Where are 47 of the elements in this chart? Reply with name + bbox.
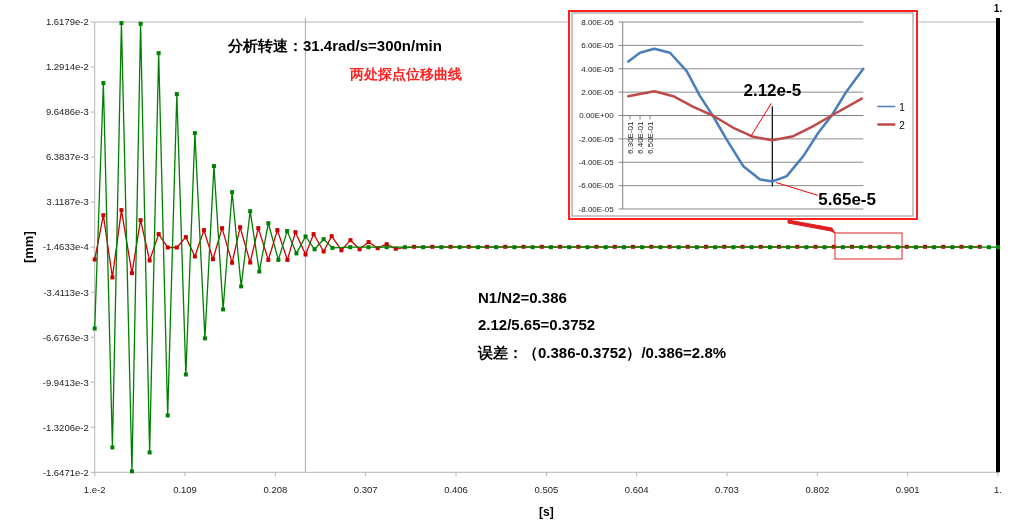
annotation: N1/N2=0.386 bbox=[478, 289, 567, 306]
annotation: 2.12e-5 bbox=[743, 81, 802, 101]
x-tick-label: 0.604 bbox=[624, 484, 649, 496]
y-tick-label: 0.00E+00 bbox=[579, 111, 615, 121]
x-tick-label: 0.307 bbox=[353, 484, 378, 496]
y-tick-label: -1.3206e-2 bbox=[42, 421, 89, 433]
x-tick-label: 0.802 bbox=[805, 484, 830, 496]
y-tick-label: 1.2914e-2 bbox=[45, 61, 89, 73]
x-tick-label: 0.901 bbox=[895, 484, 920, 496]
y-tick-label: -1.6471e-2 bbox=[42, 466, 89, 478]
y-tick-label: 9.6486e-3 bbox=[45, 106, 89, 118]
x-tick-label: 6.30E-01 bbox=[626, 120, 635, 154]
y-tick-label: -6.6763e-3 bbox=[42, 331, 89, 343]
x-tick-label: 0.109 bbox=[173, 484, 197, 496]
y-tick-label: -6.00E-05 bbox=[578, 181, 615, 191]
legend-label: 1 bbox=[899, 101, 906, 113]
y-tick-label: 4.00E-05 bbox=[581, 64, 615, 74]
y-tick-label: -9.9413e-3 bbox=[42, 376, 89, 388]
x-tick-label: 0.505 bbox=[534, 484, 559, 496]
y-tick-label: -4.00E-05 bbox=[578, 158, 615, 168]
x-axis-title: [s] bbox=[539, 505, 554, 519]
text: 分析转速：31.4rad/s=300n/min bbox=[227, 37, 442, 54]
y-tick-label: 6.3837e-3 bbox=[45, 151, 89, 163]
x-tick-label: 6.40E-01 bbox=[636, 120, 645, 154]
y-tick-label: -1.4633e-4 bbox=[42, 241, 89, 253]
line-series bbox=[627, 47, 865, 183]
x-tick-label: 0.208 bbox=[263, 484, 288, 496]
x-tick-label: 0.406 bbox=[444, 484, 468, 496]
x-tick-label: 6.50E-01 bbox=[646, 120, 655, 154]
y-tick-label: -8.00E-05 bbox=[578, 204, 615, 214]
x-tick-label: 1.e-2 bbox=[83, 484, 106, 496]
x-tick-label: 1. bbox=[994, 484, 1002, 496]
y-tick-label: 1.6179e-2 bbox=[45, 16, 89, 28]
legend-label: 2 bbox=[899, 119, 906, 131]
y-tick-label: 6.00E-05 bbox=[581, 41, 615, 51]
annotation: 5.65e-5 bbox=[818, 189, 876, 209]
y-tick-label: 2.00E-05 bbox=[581, 87, 615, 97]
ref-line-label: 1. bbox=[993, 3, 1003, 14]
x-tick-label: 0.703 bbox=[715, 484, 739, 496]
annotation: 2.12/5.65=0.3752 bbox=[478, 316, 596, 333]
y-tick-label: -2.00E-05 bbox=[578, 134, 615, 144]
y-tick-label: -3.4113e-3 bbox=[43, 286, 89, 298]
y-axis-title: [mm] bbox=[21, 231, 36, 264]
annotation: 误差：（0.386-0.3752）/0.386=2.8% bbox=[477, 344, 727, 361]
y-tick-label: 8.00E-05 bbox=[581, 17, 615, 27]
y-tick-label: 3.1187e-3 bbox=[46, 196, 89, 208]
text: 两处探点位移曲线 bbox=[349, 66, 462, 82]
